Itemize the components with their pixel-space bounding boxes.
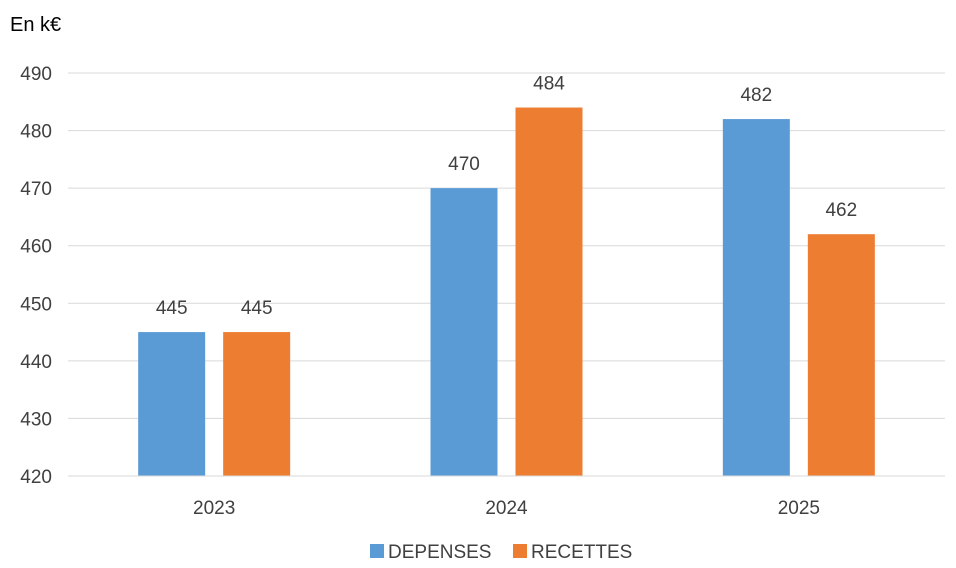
- bar-depenses-2025: [722, 119, 790, 477]
- bar-recettes-2025: [807, 234, 875, 476]
- y-tick-label: 440: [20, 352, 52, 373]
- legend-label: RECETTES: [531, 542, 632, 563]
- x-tick-label: 2024: [485, 498, 528, 519]
- data-label: 484: [533, 74, 565, 95]
- legend-swatch-depenses: [370, 544, 384, 558]
- data-label: 445: [241, 298, 273, 319]
- legend-label: DEPENSES: [388, 542, 491, 563]
- y-tick-label: 450: [20, 294, 52, 315]
- legend-swatch-recettes: [513, 544, 527, 558]
- y-tick-label: 420: [20, 467, 52, 488]
- bar-recettes-2024: [515, 107, 583, 477]
- bar-depenses-2024: [430, 188, 498, 476]
- y-tick-label: 430: [20, 409, 52, 430]
- unit-label: En k€: [10, 14, 62, 36]
- y-tick-label: 490: [20, 64, 52, 85]
- data-label: 470: [448, 154, 480, 175]
- x-tick-label: 2025: [778, 498, 820, 519]
- y-tick-label: 480: [20, 122, 52, 143]
- y-tick-label: 470: [20, 179, 52, 200]
- data-label: 482: [740, 85, 772, 106]
- x-tick-label: 2023: [193, 498, 235, 519]
- bar-depenses-2023: [138, 332, 206, 476]
- y-tick-label: 460: [20, 237, 52, 258]
- bar-recettes-2023: [223, 332, 291, 476]
- data-label: 462: [825, 200, 857, 221]
- data-label: 445: [156, 298, 188, 319]
